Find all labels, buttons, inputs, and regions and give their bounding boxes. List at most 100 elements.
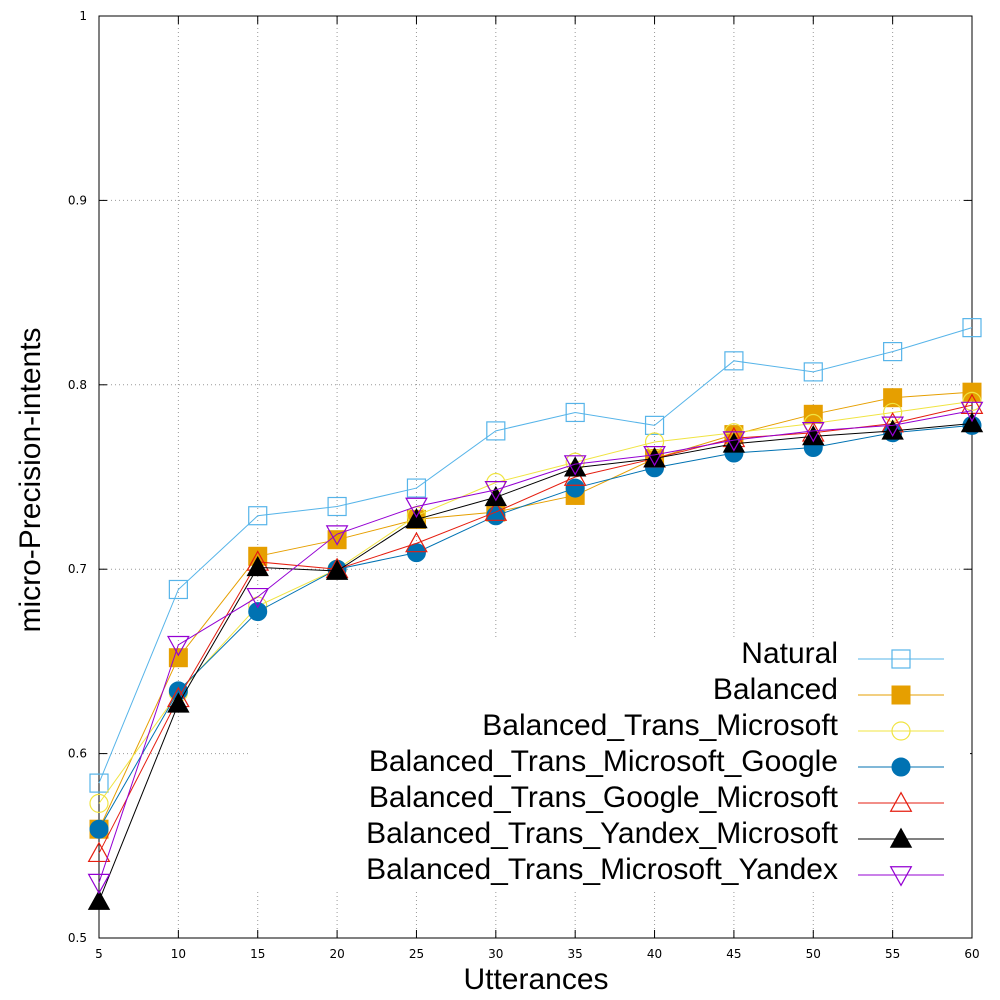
x-tick-label: 35 (568, 947, 583, 961)
legend-label: Balanced_Trans_Microsoft (482, 709, 838, 742)
legend-label: Natural (741, 637, 838, 670)
data-point (644, 415, 665, 435)
y-tick-label: 0.7 (68, 562, 87, 576)
series-line (98, 423, 973, 902)
data-point (327, 496, 347, 517)
series-balanced-trans-microsoft-yandex (87, 401, 984, 895)
legend-entry: Natural (741, 637, 944, 670)
data-point (883, 342, 903, 362)
data-point (325, 525, 349, 546)
data-point (962, 391, 982, 411)
data-point (89, 773, 109, 793)
legend-marker (891, 685, 911, 705)
legend-entry: Balanced (713, 673, 944, 706)
data-point (724, 351, 744, 371)
series-group (87, 318, 984, 910)
series-balanced-trans-google-microsoft (87, 393, 984, 863)
legend-entry: Balanced_Trans_Yandex_Microsoft (366, 817, 944, 850)
legend-label: Balanced (713, 673, 838, 706)
legend-marker (889, 827, 913, 848)
data-point (962, 318, 982, 338)
legend-entry: Balanced_Trans_Microsoft_Yandex (366, 853, 944, 887)
data-point (87, 841, 111, 863)
legend-marker (891, 721, 911, 741)
x-tick-label: 60 (964, 947, 979, 961)
x-tick-label: 45 (726, 947, 741, 961)
data-point (87, 873, 111, 895)
y-tick-label: 1 (79, 9, 87, 23)
x-tick-label: 55 (885, 947, 900, 961)
data-point (565, 402, 585, 423)
data-point (405, 531, 428, 553)
data-point (565, 478, 585, 498)
data-point (89, 793, 109, 813)
data-point (246, 587, 270, 609)
legend-label: Balanced_Trans_Google_Microsoft (369, 781, 839, 814)
y-tick-label: 0.9 (68, 193, 87, 207)
data-point (406, 478, 427, 498)
x-tick-label: 25 (409, 947, 424, 961)
x-tick-label: 15 (250, 947, 265, 961)
legend-label: Balanced_Trans_Microsoft_Yandex (366, 853, 838, 886)
data-point (881, 416, 905, 437)
x-axis-title: Utterances (463, 963, 608, 996)
legend-background (250, 640, 970, 890)
axis-ticks: 5 10 15 20 25 30 35 40 45 50 55 60 0.5 0.6 0.7 0.8 0.9 1 (68, 9, 980, 961)
data-point (563, 455, 587, 476)
legend-entry: Balanced_Trans_Google_Microsoft (369, 781, 944, 814)
data-point (248, 602, 268, 622)
legend-marker (891, 757, 911, 777)
y-tick-label: 0.5 (68, 931, 87, 945)
legend-marker (889, 866, 913, 887)
legend-entry: Balanced_Trans_Microsoft (482, 709, 944, 742)
x-tick-label: 20 (329, 947, 344, 961)
data-point (722, 432, 746, 453)
x-tick-label: 10 (171, 947, 186, 961)
data-point (484, 481, 508, 502)
x-tick-label: 5 (95, 947, 103, 961)
data-point (406, 543, 426, 563)
x-tick-label: 50 (806, 947, 821, 961)
data-point (167, 692, 190, 713)
x-tick-label: 30 (488, 947, 503, 961)
data-point (89, 819, 109, 839)
series-balanced-trans-yandex-microsoft (87, 412, 984, 910)
data-point (166, 635, 190, 657)
series-line (98, 391, 973, 830)
data-point (803, 362, 823, 382)
data-point (643, 447, 666, 468)
x-tick-label: 40 (647, 947, 662, 961)
y-tick-label: 0.8 (68, 378, 87, 392)
legend-marker (891, 649, 911, 669)
data-point (484, 485, 508, 507)
series-line (98, 327, 973, 784)
data-point (960, 401, 984, 423)
series-line (98, 400, 973, 804)
y-axis-title: micro-Precision-intents (14, 327, 47, 632)
data-point (168, 579, 188, 600)
series-line (98, 410, 973, 883)
data-point (248, 506, 268, 526)
series-line (98, 424, 973, 830)
legend-box (250, 640, 970, 890)
data-point (802, 425, 825, 446)
legend-entry: Balanced_Trans_Microsoft_Google (369, 745, 944, 778)
data-point (960, 412, 984, 433)
plot-frame (98, 15, 973, 939)
data-point (325, 559, 349, 580)
data-point (405, 508, 428, 529)
legend: NaturalBalancedBalanced_Trans_MicrosoftB… (366, 637, 944, 887)
legend-label: Balanced_Trans_Yandex_Microsoft (366, 817, 839, 850)
data-point (168, 648, 188, 668)
data-point (801, 422, 825, 443)
legend-label: Balanced_Trans_Microsoft_Google (369, 745, 838, 778)
series-natural (89, 318, 982, 793)
data-point (87, 889, 111, 910)
data-point (883, 388, 903, 408)
data-point (484, 500, 508, 521)
data-point (563, 456, 587, 477)
data-point (881, 419, 904, 440)
data-point (643, 445, 666, 467)
legend-marker (889, 791, 913, 812)
data-point (486, 421, 506, 441)
